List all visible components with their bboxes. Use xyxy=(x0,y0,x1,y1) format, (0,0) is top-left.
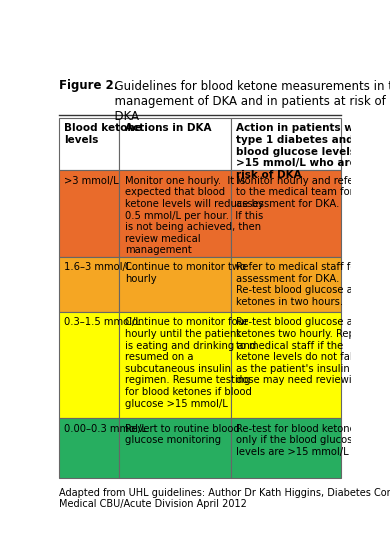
Text: 0.3–1.5 mmol/L: 0.3–1.5 mmol/L xyxy=(64,317,141,328)
Bar xyxy=(59,312,119,418)
Text: Continue to monitor two
hourly: Continue to monitor two hourly xyxy=(125,262,246,283)
Text: 0.00–0.3 mmol/L: 0.00–0.3 mmol/L xyxy=(64,424,147,434)
Text: Figure 2.: Figure 2. xyxy=(59,79,118,92)
Text: Action in patients with
type 1 diabetes and
blood glucose levels
>15 mmol/L who : Action in patients with type 1 diabetes … xyxy=(236,124,373,180)
Bar xyxy=(231,257,341,312)
Text: Actions in DKA: Actions in DKA xyxy=(125,124,211,133)
Text: Re-test for blood ketones
only if the blood glucose
levels are >15 mmol/L: Re-test for blood ketones only if the bl… xyxy=(236,424,361,457)
Text: Refer to medical staff for
assessment for DKA.
Re-test blood glucose and
ketones: Refer to medical staff for assessment fo… xyxy=(236,262,366,307)
Bar xyxy=(119,418,231,479)
Bar xyxy=(231,418,341,479)
Text: Re-test blood glucose and
ketones two hourly. Report
to medical staff if the
ket: Re-test blood glucose and ketones two ho… xyxy=(236,317,369,386)
Text: Monitor hourly and refer
to the medical team for
assessment for DKA.: Monitor hourly and refer to the medical … xyxy=(236,176,358,209)
Bar xyxy=(59,118,119,170)
Bar xyxy=(231,170,341,257)
Bar xyxy=(231,118,341,170)
Text: Guidelines for blood ketone measurements in the
  management of DKA and in patie: Guidelines for blood ketone measurements… xyxy=(107,79,390,123)
Text: Revert to routine blood
glucose monitoring: Revert to routine blood glucose monitori… xyxy=(125,424,239,445)
Text: >3 mmol/L: >3 mmol/L xyxy=(64,176,119,186)
Text: 1.6–3 mmol/L: 1.6–3 mmol/L xyxy=(64,262,132,272)
Bar xyxy=(59,418,119,479)
Bar xyxy=(119,170,231,257)
Bar xyxy=(119,257,231,312)
Text: Continue to monitor four
hourly until the patient
is eating and drinking and
res: Continue to monitor four hourly until th… xyxy=(125,317,256,409)
Bar xyxy=(231,312,341,418)
Text: Adapted from UHL guidelines: Author Dr Kath Higgins, Diabetes Consultant;
Medica: Adapted from UHL guidelines: Author Dr K… xyxy=(59,487,390,509)
Text: Blood ketone
levels: Blood ketone levels xyxy=(64,124,142,145)
Bar xyxy=(119,118,231,170)
Text: Monitor one hourly.  It is
expected that blood
ketone levels will reduce by
0.5 : Monitor one hourly. It is expected that … xyxy=(125,176,264,255)
Bar xyxy=(119,312,231,418)
Bar xyxy=(59,257,119,312)
Bar xyxy=(59,170,119,257)
